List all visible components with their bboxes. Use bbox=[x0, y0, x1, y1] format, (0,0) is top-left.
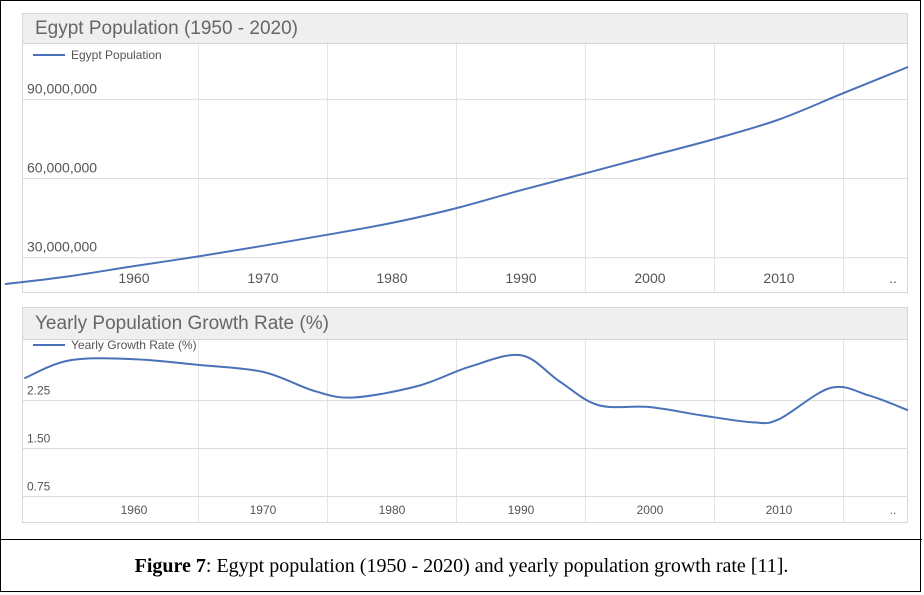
legend-label: Egypt Population bbox=[71, 48, 162, 62]
x-tick-label: 2010 bbox=[766, 503, 793, 517]
x-tick-label: 1980 bbox=[379, 503, 406, 517]
x-tick-label: 1990 bbox=[505, 270, 536, 286]
x-tick-label: 1980 bbox=[376, 270, 407, 286]
x-tick-label: 2000 bbox=[634, 270, 665, 286]
x-tick-label: 1970 bbox=[247, 270, 278, 286]
caption-label: Figure 7 bbox=[134, 555, 206, 577]
y-tick-label: 1.50 bbox=[27, 432, 51, 446]
y-tick-label: 2.25 bbox=[27, 384, 51, 398]
figure-caption: Figure 7: Egypt population (1950 - 2020)… bbox=[1, 539, 922, 593]
x-tick-label: 2010 bbox=[763, 270, 794, 286]
population-chart-panel: Egypt Population (1950 - 2020) 30,000,00… bbox=[4, 13, 909, 293]
legend-label: Yearly Growth Rate (%) bbox=[71, 338, 197, 352]
growth-rate-chart-plot: 0.75 1.50 2.25 1960 1970 1980 1990 2000 2010 .. Ye… bbox=[23, 338, 909, 522]
series-line bbox=[4, 66, 909, 286]
x-tick-label: 1960 bbox=[118, 270, 149, 286]
y-tick-label: 60,000,000 bbox=[27, 160, 97, 176]
x-tick-label: 2000 bbox=[637, 503, 664, 517]
population-chart-title: Egypt Population (1950 - 2020) bbox=[23, 14, 907, 44]
population-chart-plot: 30,000,000 60,000,000 90,000,000 1960 1970 19… bbox=[4, 44, 909, 292]
x-tick-label: .. bbox=[889, 270, 897, 286]
growth-rate-chart-panel: Yearly Population Growth Rate (%) 0.75 1.… bbox=[22, 307, 909, 523]
x-tick-label: 1990 bbox=[508, 503, 535, 517]
x-tick-label: 1970 bbox=[250, 503, 277, 517]
x-tick-label: 1960 bbox=[121, 503, 148, 517]
growth-rate-chart-title: Yearly Population Growth Rate (%) bbox=[23, 308, 907, 340]
y-tick-label: 30,000,000 bbox=[27, 239, 97, 255]
series-line bbox=[23, 353, 909, 425]
x-tick-label: .. bbox=[890, 503, 897, 517]
caption-text: : Egypt population (1950 - 2020) and yea… bbox=[205, 555, 789, 577]
y-tick-label: 90,000,000 bbox=[27, 80, 97, 96]
y-tick-label: 0.75 bbox=[27, 479, 51, 493]
